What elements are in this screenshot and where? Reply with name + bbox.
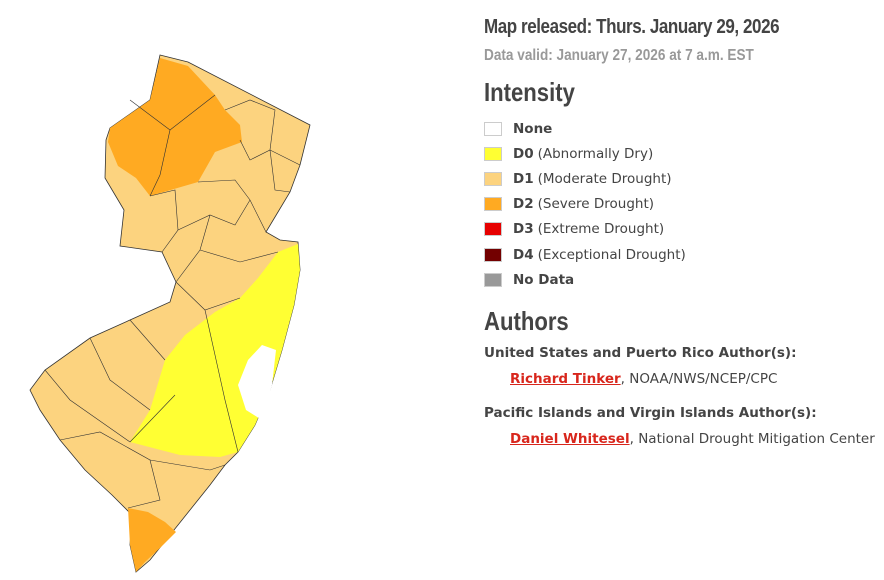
authors-heading: Authors	[484, 306, 569, 337]
map-released-date: Map released: Thurs. January 29, 2026	[484, 16, 780, 38]
legend-desc: (Severe Drought)	[537, 196, 655, 213]
legend-swatch	[484, 171, 502, 186]
legend-swatch	[484, 272, 502, 287]
legend-item: D2 (Severe Drought)	[484, 192, 884, 217]
author-link-daniel-whitesel[interactable]: Daniel Whitesel	[510, 431, 630, 448]
intensity-legend: None D0 (Abnormally Dry) D1 (Moderate Drough…	[484, 116, 884, 292]
legend-code: No Data	[513, 271, 575, 288]
legend-desc: (Abnormally Dry)	[537, 145, 654, 162]
legend-code: D3	[513, 221, 534, 238]
legend-code: D0	[513, 145, 534, 162]
d2-region-north	[108, 58, 242, 196]
legend-item: D3 (Extreme Drought)	[484, 217, 884, 242]
author-org: , National Drought Mitigation Center	[629, 431, 875, 448]
data-valid-date: Data valid: January 27, 2026 at 7 a.m. E…	[484, 47, 754, 64]
legend-desc: (Exceptional Drought)	[537, 246, 686, 263]
legend-desc: (Moderate Drought)	[537, 170, 672, 187]
author-org: , NOAA/NWS/NCEP/CPC	[620, 371, 778, 388]
none-region-barnegat	[238, 345, 276, 420]
intensity-heading: Intensity	[484, 77, 575, 107]
legend-item: D0 (Abnormally Dry)	[484, 141, 884, 166]
legend-item: D1 (Moderate Drought)	[484, 166, 884, 191]
legend-item: None	[484, 116, 884, 141]
legend-code: D2	[513, 196, 534, 213]
legend-swatch	[484, 197, 502, 212]
legend-code: D4	[513, 246, 534, 263]
legend-swatch	[484, 121, 502, 136]
county-boundaries	[44, 94, 301, 509]
author-group-us: United States and Puerto Rico Author(s):…	[484, 345, 884, 387]
d2-region-cape-may	[128, 508, 176, 572]
author-group-label: United States and Puerto Rico Author(s):	[484, 345, 797, 362]
legend-item: D4 (Exceptional Drought)	[484, 242, 884, 267]
legend-code: D1	[513, 170, 534, 187]
legend-swatch	[484, 247, 502, 262]
author-group-label: Pacific Islands and Virgin Islands Autho…	[484, 405, 817, 422]
legend-desc: (Extreme Drought)	[537, 221, 665, 238]
legend-swatch	[484, 222, 502, 237]
info-panel: Map released: Thurs. January 29, 2026 Da…	[484, 16, 884, 447]
legend-code: None	[513, 120, 553, 137]
legend-item: No Data	[484, 267, 884, 292]
author-group-pacific: Pacific Islands and Virgin Islands Autho…	[484, 405, 884, 447]
drought-map-new-jersey	[29, 54, 311, 573]
author-link-richard-tinker[interactable]: Richard Tinker	[510, 371, 621, 388]
legend-swatch	[484, 146, 502, 161]
